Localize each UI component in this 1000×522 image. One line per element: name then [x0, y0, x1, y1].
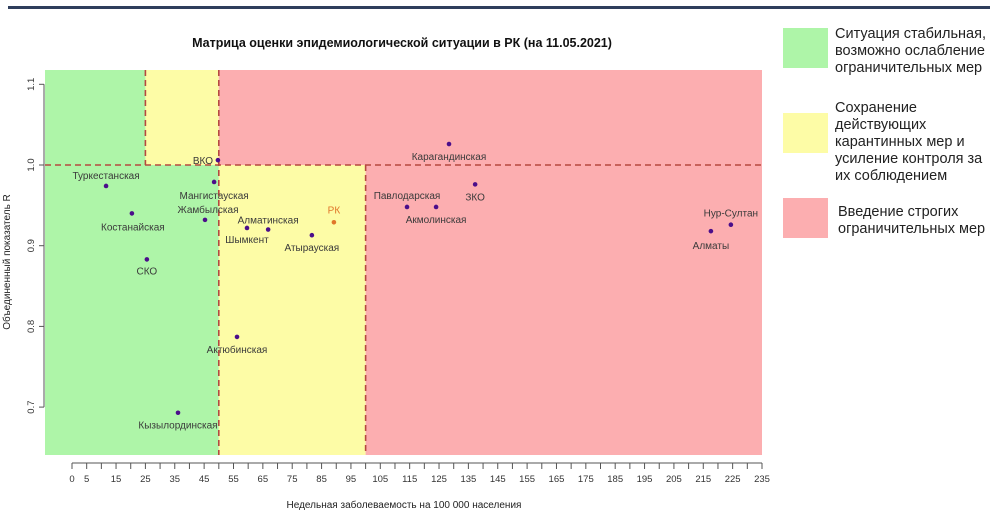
x-tick-label: 115: [402, 474, 417, 485]
data-point-label: Карагандинская: [412, 152, 487, 163]
y-tick-label: 1.0: [26, 158, 37, 171]
header-divider: [8, 6, 990, 9]
x-tick-label: 55: [228, 474, 239, 485]
data-point: [129, 211, 135, 216]
legend-swatch-red: [783, 198, 828, 238]
data-point: [404, 204, 410, 210]
zone-red: [365, 165, 762, 455]
zone-yellow-upper: [145, 70, 219, 165]
x-tick-label: 155: [519, 474, 535, 485]
legend: Ситуация стабильная, возможно ослабление…: [783, 0, 1000, 260]
data-point-label: Акмолинская: [406, 215, 467, 226]
x-tick-label: 25: [140, 474, 151, 485]
x-tick-label: 65: [258, 474, 269, 485]
x-tick-label: 105: [372, 474, 388, 485]
x-tick-label: 135: [460, 474, 476, 485]
x-tick-label: 145: [490, 474, 506, 485]
data-point-label: ЗКО: [465, 192, 485, 203]
data-point-label: Костанайская: [101, 222, 165, 233]
data-point-label: Алматинская: [238, 216, 299, 227]
data-point-label: Актюбинская: [207, 344, 268, 356]
legend-text-red: Введение строгих ограничительных мер: [838, 204, 986, 237]
data-point: [234, 334, 240, 340]
x-tick-label: 5: [84, 474, 89, 485]
x-tick-label: 235: [754, 474, 770, 485]
y-tick-label: 0.7: [26, 400, 37, 413]
x-tick-label: 225: [725, 474, 741, 485]
y-tick-label: 1.1: [26, 78, 37, 91]
zone-yellow: [218, 165, 366, 455]
x-tick-label: 75: [287, 474, 298, 485]
y-tick-label: 0.8: [26, 320, 37, 333]
chart-title: Матрица оценки эпидемиологической ситуац…: [192, 36, 612, 50]
data-point-label: Шымкент: [225, 235, 269, 246]
x-tick-label: 175: [578, 474, 594, 485]
data-point: [708, 228, 714, 234]
x-tick-label: 185: [607, 474, 623, 485]
data-point-label: ВКО: [193, 156, 213, 167]
x-tick-label: 85: [316, 474, 327, 485]
data-point-label: СКО: [137, 266, 158, 277]
data-point-label: Туркестанская: [72, 171, 139, 182]
x-tick-label: 0: [69, 474, 74, 485]
data-point-label: РК: [328, 205, 341, 216]
data-point: [211, 179, 217, 185]
data-point-label: Кызылординская: [138, 421, 217, 432]
data-point-label: Алматы: [693, 241, 730, 252]
legend-text-green: Ситуация стабильная, возможно ослабление…: [835, 26, 986, 76]
data-point: [144, 257, 150, 262]
zone-red-upper: [218, 70, 762, 165]
data-point-label: Атырауская: [285, 243, 340, 254]
data-point: [202, 217, 208, 223]
x-axis-label: Недельная заболеваемость на 100 000 насе…: [287, 499, 522, 511]
data-point-label: Мангистауская: [180, 191, 249, 202]
data-point-label: Нур-Султан: [704, 209, 758, 220]
y-axis-label: Объединенный показатель R: [1, 194, 13, 330]
data-point: [446, 141, 452, 147]
x-tick-label: 215: [695, 474, 711, 485]
x-tick-label: 15: [111, 474, 122, 485]
y-tick-label: 0.9: [26, 239, 37, 252]
data-point: [309, 232, 315, 238]
data-point: [728, 222, 734, 228]
data-point: [265, 227, 271, 232]
data-point: [331, 219, 337, 225]
x-tick-label: 205: [666, 474, 682, 485]
data-point: [244, 225, 250, 231]
x-tick-label: 165: [549, 474, 565, 485]
x-tick-label: 125: [431, 474, 447, 485]
data-point-label: Жамбылская: [178, 204, 239, 216]
data-point: [433, 204, 439, 210]
legend-text-yellow: Сохранение действующих карантинных мер и…: [835, 100, 983, 184]
x-tick-label: 95: [346, 474, 357, 485]
x-tick-label: 195: [637, 474, 653, 485]
epidemic-matrix-chart: Матрица оценки эпидемиологической ситуац…: [1, 36, 770, 511]
data-point: [103, 183, 109, 189]
data-point: [472, 182, 478, 187]
data-point: [215, 157, 221, 163]
x-tick-label: 45: [199, 474, 210, 485]
legend-swatch-green: [783, 28, 828, 68]
data-point-label: Павлодарская: [374, 191, 441, 202]
legend-swatch-yellow: [783, 113, 828, 153]
data-point: [175, 410, 181, 416]
x-tick-label: 35: [169, 474, 180, 485]
